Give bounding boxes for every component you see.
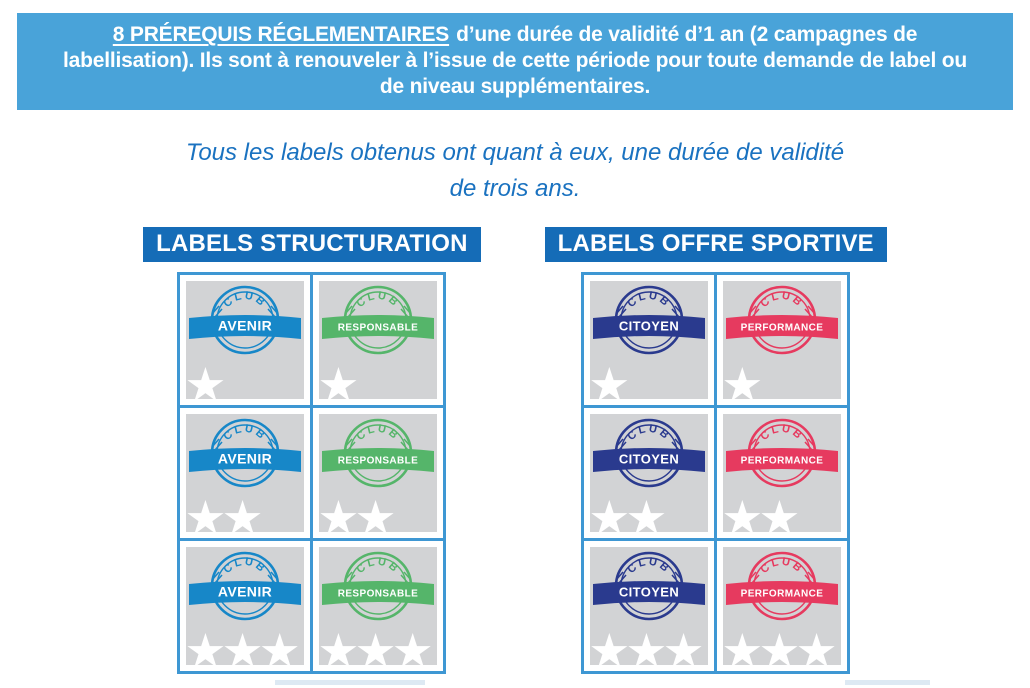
- section-title: LABELS OFFRE SPORTIVE: [544, 227, 887, 262]
- label-section: LABELS OFFRE SPORTIVE CLUB CITOYEN ★ CLUB…: [544, 227, 887, 674]
- club-citoyen-badge: CLUB CITOYEN: [590, 550, 708, 626]
- label-tile: CLUB AVENIR ★★★: [186, 547, 305, 665]
- label-cell: CLUB RESPONSABLE ★★★: [313, 541, 444, 671]
- label-tile: CLUB CITOYEN ★: [590, 281, 709, 399]
- label-tile: CLUB PERFORMANCE ★★★: [723, 547, 842, 665]
- club-performance-badge: CLUB PERFORMANCE: [723, 550, 841, 626]
- club-performance-badge: CLUB PERFORMANCE: [723, 284, 841, 360]
- label-section: LABELS STRUCTURATION CLUB AVENIR ★ CLUB RE…: [143, 227, 481, 674]
- label-cell: CLUB AVENIR ★★★: [180, 541, 311, 671]
- section-title: LABELS STRUCTURATION: [143, 227, 481, 262]
- label-cell: CLUB CITOYEN ★★★: [584, 541, 715, 671]
- star-rating: ★★★: [186, 624, 300, 665]
- label-cell: CLUB PERFORMANCE ★★: [717, 408, 848, 538]
- cutoff-artifact-right: [845, 680, 930, 685]
- club-avenir-badge: CLUB AVENIR: [186, 284, 304, 360]
- club-responsable-badge: CLUB RESPONSABLE: [319, 417, 437, 493]
- label-tile: CLUB AVENIR ★★: [186, 414, 305, 532]
- club-citoyen-badge: CLUB CITOYEN: [590, 417, 708, 493]
- label-tile: CLUB CITOYEN ★★★: [590, 547, 709, 665]
- star-rating: ★★★: [723, 624, 837, 665]
- label-tile: CLUB CITOYEN ★★: [590, 414, 709, 532]
- star-rating: ★★: [186, 491, 263, 532]
- club-responsable-badge: CLUB RESPONSABLE: [319, 550, 437, 626]
- label-tile: CLUB RESPONSABLE ★★: [319, 414, 438, 532]
- svg-text:RESPONSABLE: RESPONSABLE: [338, 323, 419, 334]
- svg-text:CITOYEN: CITOYEN: [619, 452, 679, 467]
- svg-text:RESPONSABLE: RESPONSABLE: [338, 589, 419, 600]
- label-cell: CLUB PERFORMANCE ★★★: [717, 541, 848, 671]
- club-responsable-badge: CLUB RESPONSABLE: [319, 284, 437, 360]
- banner-highlight: 8 PRÉREQUIS RÉGLEMENTAIRES: [112, 23, 450, 46]
- cutoff-artifact-left: [275, 680, 425, 685]
- label-tile: CLUB RESPONSABLE ★★★: [319, 547, 438, 665]
- svg-text:CITOYEN: CITOYEN: [619, 319, 679, 334]
- label-cell: CLUB RESPONSABLE ★★: [313, 408, 444, 538]
- star-rating: ★: [186, 358, 226, 399]
- top-banner: 8 PRÉREQUIS RÉGLEMENTAIRES d’une durée de…: [17, 13, 1013, 110]
- star-rating: ★★: [319, 491, 396, 532]
- label-tile: CLUB AVENIR ★: [186, 281, 305, 399]
- label-grid: CLUB CITOYEN ★ CLUB PERFORMANCE ★ CLUB CITO…: [581, 272, 851, 674]
- svg-text:PERFORMANCE: PERFORMANCE: [741, 589, 824, 600]
- label-tile: CLUB PERFORMANCE ★★: [723, 414, 842, 532]
- club-avenir-badge: CLUB AVENIR: [186, 550, 304, 626]
- star-rating: ★★★: [590, 624, 704, 665]
- star-rating: ★: [723, 358, 763, 399]
- star-rating: ★★★: [319, 624, 433, 665]
- club-performance-badge: CLUB PERFORMANCE: [723, 417, 841, 493]
- star-rating: ★★: [590, 491, 667, 532]
- club-avenir-badge: CLUB AVENIR: [186, 417, 304, 493]
- club-citoyen-badge: CLUB CITOYEN: [590, 284, 708, 360]
- banner-text: d’une durée de validité d’1 an (2 campag…: [62, 23, 968, 98]
- star-rating: ★: [590, 358, 630, 399]
- label-cell: CLUB AVENIR ★★: [180, 408, 311, 538]
- svg-text:AVENIR: AVENIR: [218, 318, 272, 334]
- star-rating: ★★: [723, 491, 800, 532]
- svg-text:PERFORMANCE: PERFORMANCE: [741, 456, 824, 467]
- label-grid: CLUB AVENIR ★ CLUB RESPONSABLE ★ CLUB AVENI…: [177, 272, 447, 674]
- sections: LABELS STRUCTURATION CLUB AVENIR ★ CLUB RE…: [0, 227, 1030, 674]
- svg-text:CITOYEN: CITOYEN: [619, 585, 679, 600]
- star-rating: ★: [319, 358, 359, 399]
- subtitle: Tous les labels obtenus ont quant à eux,…: [185, 139, 845, 202]
- label-cell: CLUB CITOYEN ★: [584, 275, 715, 405]
- label-tile: CLUB PERFORMANCE ★: [723, 281, 842, 399]
- svg-text:RESPONSABLE: RESPONSABLE: [338, 456, 419, 467]
- svg-text:AVENIR: AVENIR: [218, 451, 272, 467]
- svg-text:AVENIR: AVENIR: [218, 584, 272, 600]
- label-cell: CLUB RESPONSABLE ★: [313, 275, 444, 405]
- svg-text:PERFORMANCE: PERFORMANCE: [741, 323, 824, 334]
- label-cell: CLUB AVENIR ★: [180, 275, 311, 405]
- label-cell: CLUB CITOYEN ★★: [584, 408, 715, 538]
- label-cell: CLUB PERFORMANCE ★: [717, 275, 848, 405]
- label-tile: CLUB RESPONSABLE ★: [319, 281, 438, 399]
